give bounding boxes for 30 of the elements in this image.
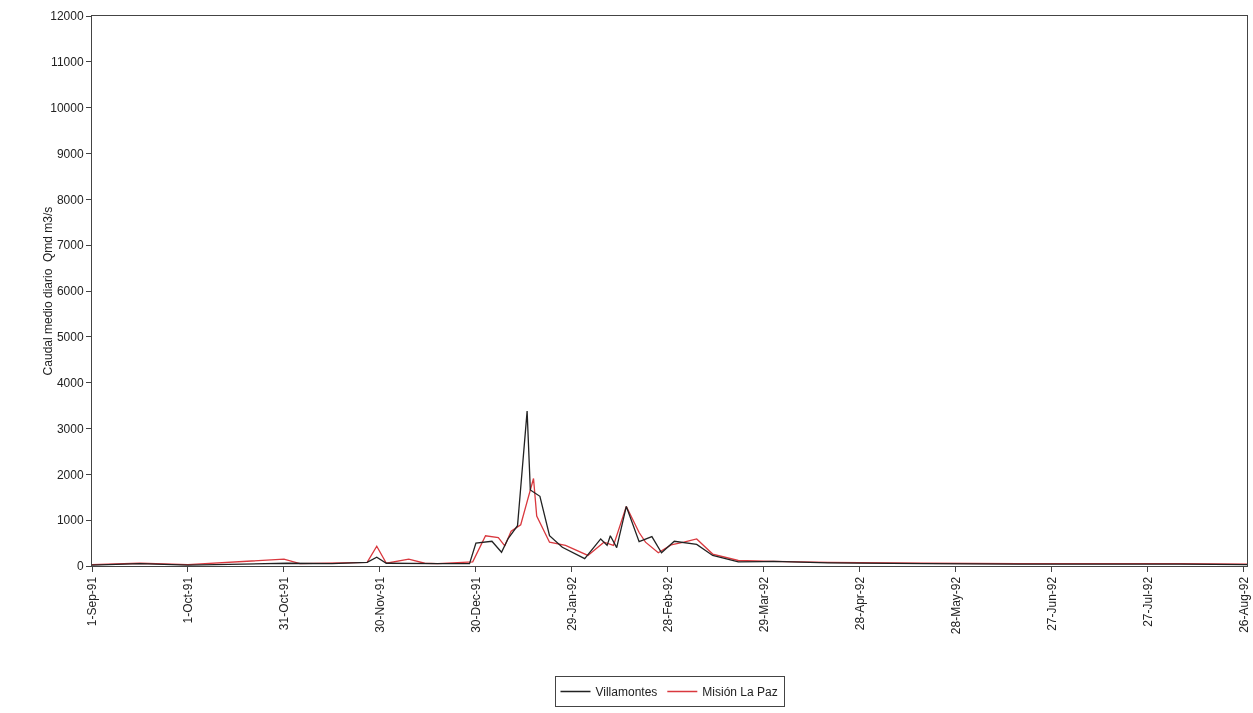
y-tick-label: 2000: [56, 467, 84, 482]
x-tick-label: 1-Oct-91: [180, 576, 195, 624]
x-tick-label: 31-Oct-91: [276, 576, 291, 631]
y-tick-label: 11000: [51, 55, 84, 70]
x-tick-label: 27-Jun-92: [1044, 576, 1059, 631]
x-tick-label: 27-Jul-92: [1140, 576, 1155, 627]
y-tick-label: 9000: [56, 146, 84, 161]
x-tick-label: 30-Nov-91: [372, 576, 387, 633]
x-tick-label: 28-Apr-92: [852, 576, 867, 631]
y-tick-label: 5000: [56, 330, 84, 345]
y-tick-label: 4000: [56, 375, 84, 390]
y-tick-label: 0: [76, 559, 84, 574]
legend-label: Villamontes: [595, 685, 658, 700]
x-tick-label: 28-May-92: [948, 576, 963, 635]
y-axis-title: Caudal medio diario Qmd m3/s: [40, 206, 55, 376]
x-tick-label: 29-Jan-92: [564, 576, 579, 631]
y-tick-label: 7000: [56, 238, 84, 253]
x-tick-label: 26-Aug-92: [1236, 576, 1251, 633]
legend-label: Misión La Paz: [702, 685, 778, 700]
x-tick-label: 1-Sep-91: [84, 576, 99, 627]
x-tick-label: 30-Dec-91: [468, 576, 483, 633]
x-tick-label: 29-Mar-92: [756, 576, 771, 633]
y-tick-label: 8000: [56, 192, 84, 207]
y-tick-label: 10000: [50, 100, 84, 115]
line-series: [92, 410, 1247, 566]
y-tick-label: 12000: [50, 9, 84, 24]
y-tick-label: 6000: [56, 284, 84, 299]
y-tick-label: 1000: [56, 513, 84, 528]
x-tick-label: 28-Feb-92: [660, 576, 675, 633]
y-tick-label: 3000: [56, 421, 84, 436]
